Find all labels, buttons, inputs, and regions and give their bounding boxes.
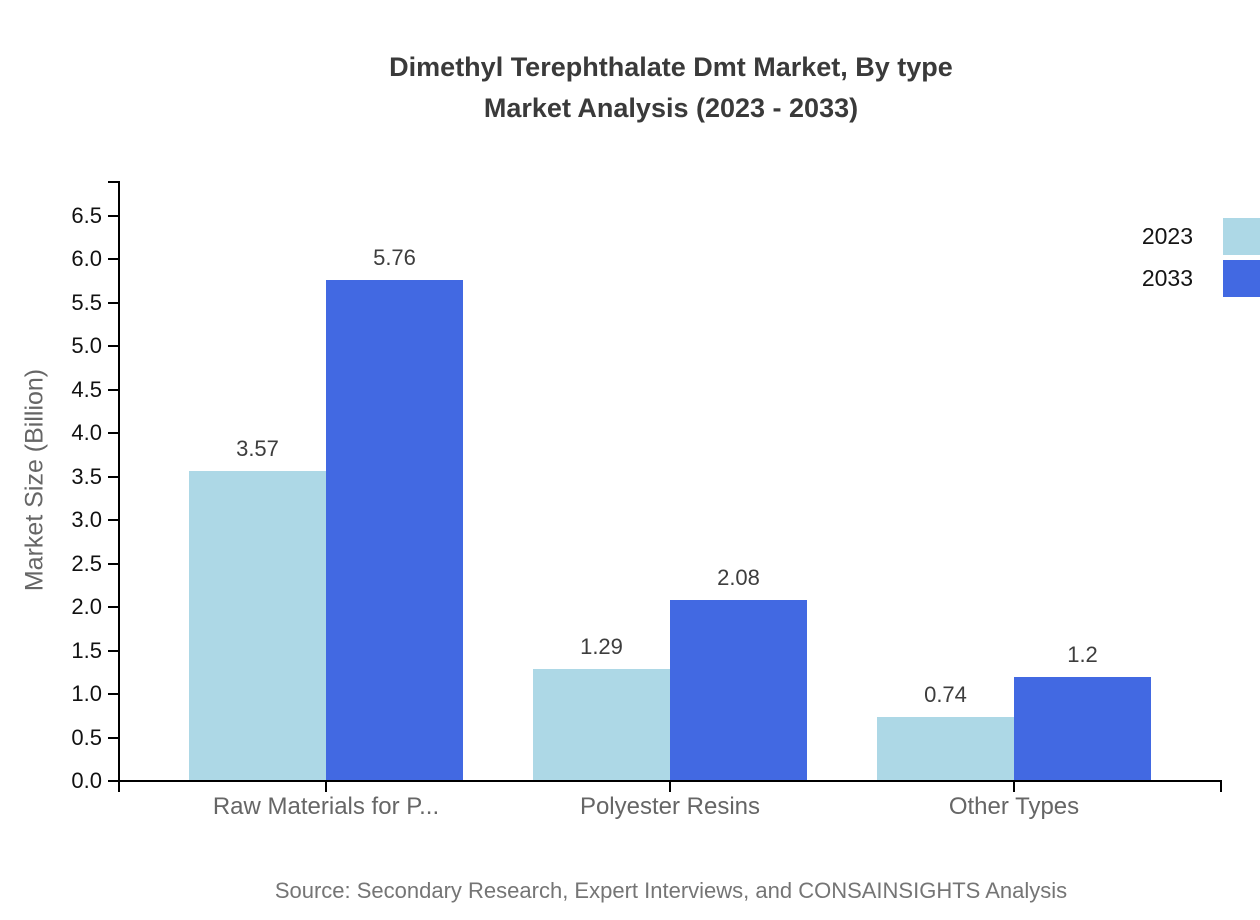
y-tick-label: 6.5: [71, 203, 102, 228]
source-note: Source: Secondary Research, Expert Inter…: [274, 878, 1068, 903]
y-tick-label: 2.0: [71, 594, 102, 620]
bar-2033: [326, 280, 463, 780]
x-tick-mark: [1013, 781, 1015, 792]
y-tick-label: 3.5: [71, 463, 102, 489]
y-tick-mark: [108, 258, 120, 261]
x-axis-end-cap: [1220, 780, 1222, 792]
y-tick-label: 0.0: [71, 768, 102, 793]
y-tick-mark: [108, 736, 120, 739]
legend-label-2023: 2023: [1141, 223, 1193, 249]
x-tick-mark: [669, 781, 671, 792]
category-label: Other Types: [948, 793, 1080, 820]
y-tick-mark: [108, 693, 120, 696]
y-tick-mark: [108, 475, 120, 478]
y-tick-mark: [108, 432, 120, 435]
y-tick-label: 3.0: [71, 507, 102, 533]
legend-label-2033: 2033: [1141, 265, 1193, 291]
bar-2023: [533, 668, 670, 780]
y-tick-label: 2.5: [71, 550, 102, 576]
legend-swatch-2033: [1223, 260, 1260, 297]
bar-value-label: 1.29: [580, 633, 623, 659]
bar-value-label: 3.57: [236, 435, 279, 461]
category-label: Raw Materials for P...: [212, 793, 440, 820]
bar-2023: [189, 470, 326, 780]
y-tick-label: 1.5: [71, 637, 102, 663]
y-tick-mark: [108, 345, 120, 348]
y-tick-label: 4.0: [71, 420, 102, 446]
y-tick-label: 0.5: [71, 724, 102, 750]
x-tick-mark: [325, 781, 327, 792]
bar-value-label: 0.74: [924, 681, 967, 707]
y-tick-label: 5.5: [71, 289, 102, 315]
y-tick-label: 1.0: [71, 681, 102, 707]
bar-2033: [670, 600, 807, 780]
chart-title-line-2: Market Analysis (2023 - 2033): [483, 93, 859, 123]
legend-swatch-2023: [1223, 218, 1260, 255]
y-tick-label: 5.0: [71, 333, 102, 359]
bar-value-label: 2.08: [717, 565, 760, 591]
x-axis-line: [118, 780, 1222, 782]
y-tick-mark: [108, 780, 120, 782]
bar-2023: [877, 716, 1014, 780]
category-label: Polyester Resins: [579, 793, 761, 820]
chart-title-line-1: Dimethyl Terephthalate Dmt Market, By ty…: [389, 52, 953, 82]
y-tick-label: 4.5: [71, 376, 102, 402]
y-tick-label: 6.0: [71, 246, 102, 272]
y-axis-top-cap: [108, 181, 120, 183]
y-tick-mark: [108, 215, 120, 217]
y-tick-mark: [108, 649, 120, 652]
bar-value-label: 5.76: [373, 245, 416, 271]
legend-item-2033: 2033: [1142, 260, 1260, 297]
y-tick-mark: [108, 301, 120, 304]
y-tick-mark: [108, 388, 120, 391]
legend-item-2023: 2023: [1142, 218, 1260, 255]
y-tick-mark: [108, 562, 120, 565]
legend: 2023 2033: [1142, 218, 1260, 302]
bar-2033: [1014, 676, 1151, 780]
bar-value-label: 1.2: [1067, 641, 1098, 667]
y-tick-mark: [108, 606, 120, 609]
chart-title: Dimethyl Terephthalate Dmt Market, By ty…: [82, 47, 1260, 129]
y-tick-mark: [108, 519, 120, 522]
y-axis-line: [118, 182, 120, 792]
